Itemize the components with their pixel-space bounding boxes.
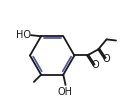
Text: OH: OH (58, 87, 73, 97)
Text: O: O (103, 54, 111, 64)
Text: O: O (92, 60, 100, 70)
Text: HO: HO (16, 30, 31, 40)
